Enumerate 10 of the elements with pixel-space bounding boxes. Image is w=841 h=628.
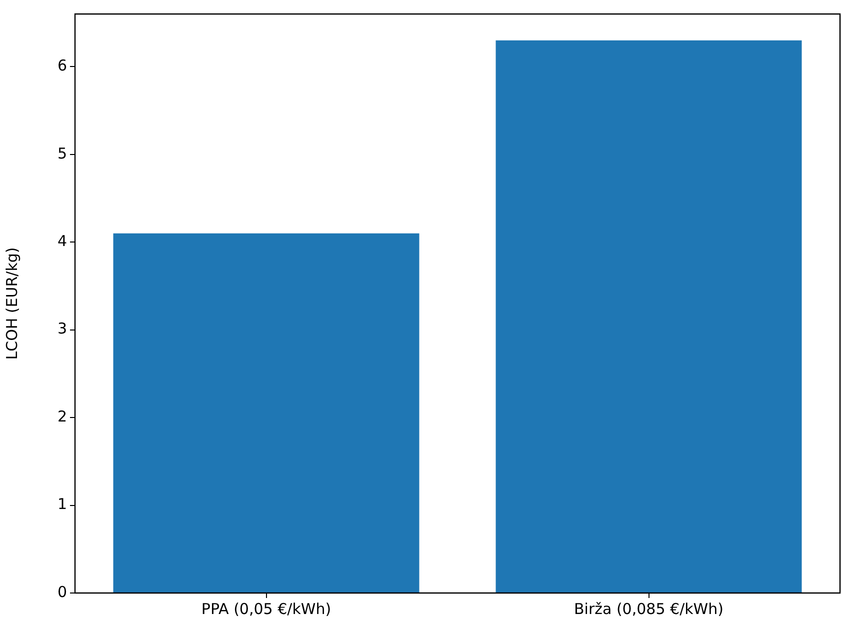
y-tick-label: 2: [57, 407, 67, 426]
y-tick-label: 4: [57, 232, 67, 250]
y-tick-label: 3: [57, 320, 67, 338]
y-tick-label: 0: [57, 582, 67, 601]
y-axis-title: LCOH (EUR/kg): [2, 247, 21, 360]
x-tick-label: Birža (0,085 €/kWh): [574, 600, 724, 618]
x-tick-label: PPA (0,05 €/kWh): [201, 600, 332, 618]
y-tick-label: 6: [57, 56, 67, 75]
y-tick-label: 1: [57, 495, 67, 514]
y-tick-label: 5: [57, 144, 67, 162]
